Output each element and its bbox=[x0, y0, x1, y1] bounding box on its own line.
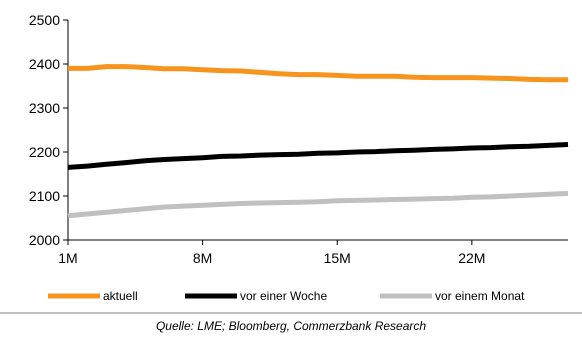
y-tick-label: 2200 bbox=[29, 144, 60, 160]
series-line-3 bbox=[67, 190, 569, 219]
legend-label-1: aktuell bbox=[103, 289, 138, 303]
x-tick-label: 1M bbox=[58, 250, 77, 266]
x-tick-label: 15M bbox=[324, 250, 351, 266]
y-tick-label: 2500 bbox=[29, 12, 60, 28]
series-line-1 bbox=[68, 64, 568, 83]
y-tick-label: 2000 bbox=[29, 232, 60, 248]
y-axis: 2000 2100 2200 2300 2400 2500 bbox=[29, 12, 69, 248]
legend-label-3: vor einem Monat bbox=[435, 289, 525, 303]
legend: aktuell vor einer Woche vor einem Monat bbox=[48, 289, 525, 303]
series-lines bbox=[67, 64, 569, 219]
source-note: Quelle: LME; Bloomberg, Commerzbank Rese… bbox=[155, 319, 427, 333]
x-tick-label: 22M bbox=[458, 250, 485, 266]
y-tick-label: 2300 bbox=[29, 100, 60, 116]
y-tick-label: 2100 bbox=[29, 188, 60, 204]
x-tick-label: 8M bbox=[193, 250, 212, 266]
x-axis: 1M 8M 15M 22M bbox=[58, 239, 568, 266]
legend-label-2: vor einer Woche bbox=[240, 289, 327, 303]
y-tick-label: 2400 bbox=[29, 56, 60, 72]
series-line-2 bbox=[67, 142, 569, 170]
